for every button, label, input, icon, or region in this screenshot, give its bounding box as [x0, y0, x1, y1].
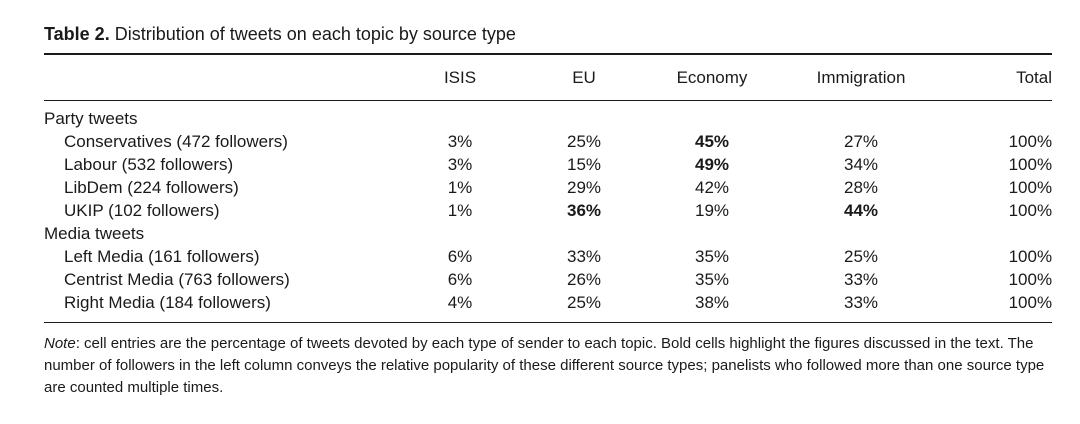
cell-eu: 29%: [566, 178, 602, 197]
cell-isis: 1%: [447, 178, 473, 197]
cell-immigration: 34%: [843, 155, 879, 174]
cell-immigration: 33%: [843, 293, 879, 312]
cell-economy: 38%: [694, 293, 730, 312]
cell-immigration: 33%: [843, 270, 879, 289]
cell-eu: 33%: [566, 247, 602, 266]
cell-economy: 45%: [694, 132, 730, 151]
group-label: Party tweets: [44, 109, 138, 128]
cell-immigration: 28%: [843, 178, 879, 197]
table-caption: Table 2. Distribution of tweets on each …: [44, 22, 516, 46]
cell-isis: 1%: [447, 201, 473, 220]
table-row: Left Media (161 followers) 6% 33% 35% 25% 100…: [44, 245, 1052, 268]
cell-eu: 15%: [566, 155, 602, 174]
header-isis: ISIS: [443, 68, 477, 87]
cell-isis: 4%: [447, 293, 473, 312]
table-row: Right Media (184 followers) 4% 25% 38% 33% 10…: [44, 291, 1052, 314]
header-immigration: Immigration: [816, 68, 906, 87]
cell-economy: 35%: [694, 270, 730, 289]
row-source: UKIP (102 followers): [64, 201, 220, 220]
header-rule: [44, 100, 1052, 101]
bottom-rule: [44, 322, 1052, 323]
cell-immigration: 27%: [843, 132, 879, 151]
cell-economy: 42%: [694, 178, 730, 197]
cell-isis: 3%: [447, 155, 473, 174]
row-source: LibDem (224 followers): [64, 178, 239, 197]
cell-total: 100%: [1008, 247, 1053, 266]
cell-total: 100%: [1008, 155, 1053, 174]
row-source: Left Media (161 followers): [64, 247, 260, 266]
cell-economy: 35%: [694, 247, 730, 266]
table-title: Distribution of tweets on each topic by …: [114, 24, 516, 44]
row-source: Conservatives (472 followers): [64, 132, 288, 151]
top-rule: [44, 53, 1052, 55]
table-row: Labour (532 followers) 3% 15% 49% 34% 100%: [44, 153, 1052, 176]
table-body: Party tweets Conservatives (472 followers…: [44, 107, 1052, 314]
cell-isis: 6%: [447, 247, 473, 266]
table-note: Note: cell entries are the percentage of…: [44, 333, 1056, 399]
header-economy: Economy: [676, 68, 748, 87]
cell-eu: 26%: [566, 270, 602, 289]
note-label: Note: [44, 335, 76, 352]
cell-total: 100%: [1008, 201, 1053, 220]
group-label: Media tweets: [44, 224, 145, 243]
table-row: Centrist Media (763 followers) 6% 26% 35% 33…: [44, 268, 1052, 291]
cell-total: 100%: [1008, 178, 1053, 197]
group-row: Party tweets: [44, 107, 1052, 130]
cell-economy: 19%: [694, 201, 730, 220]
cell-immigration: 44%: [843, 201, 879, 220]
table-number: Table 2.: [44, 24, 110, 44]
header-row: ISIS EU Economy Immigration Total: [44, 66, 1052, 89]
cell-eu: 25%: [566, 132, 602, 151]
cell-total: 100%: [1008, 293, 1053, 312]
row-source: Right Media (184 followers): [64, 293, 271, 312]
table-header: ISIS EU Economy Immigration Total: [44, 66, 1052, 89]
cell-economy: 49%: [694, 155, 730, 174]
cell-total: 100%: [1008, 270, 1053, 289]
note-text: : cell entries are the percentage of twe…: [44, 335, 1045, 396]
row-source: Labour (532 followers): [64, 155, 234, 174]
header-total: Total: [1016, 68, 1052, 87]
table-row: UKIP (102 followers) 1% 36% 19% 44% 100%: [44, 199, 1052, 222]
cell-eu: 36%: [566, 201, 602, 220]
table-row: LibDem (224 followers) 1% 29% 42% 28% 100%: [44, 176, 1052, 199]
cell-isis: 6%: [447, 270, 473, 289]
cell-immigration: 25%: [843, 247, 879, 266]
table-row: Conservatives (472 followers) 3% 25% 45% 27%…: [44, 130, 1052, 153]
cell-eu: 25%: [566, 293, 602, 312]
header-source: [44, 66, 390, 89]
row-source: Centrist Media (763 followers): [64, 270, 290, 289]
group-row: Media tweets: [44, 222, 1052, 245]
cell-total: 100%: [1008, 132, 1053, 151]
header-eu: EU: [572, 68, 596, 87]
cell-isis: 3%: [447, 132, 473, 151]
